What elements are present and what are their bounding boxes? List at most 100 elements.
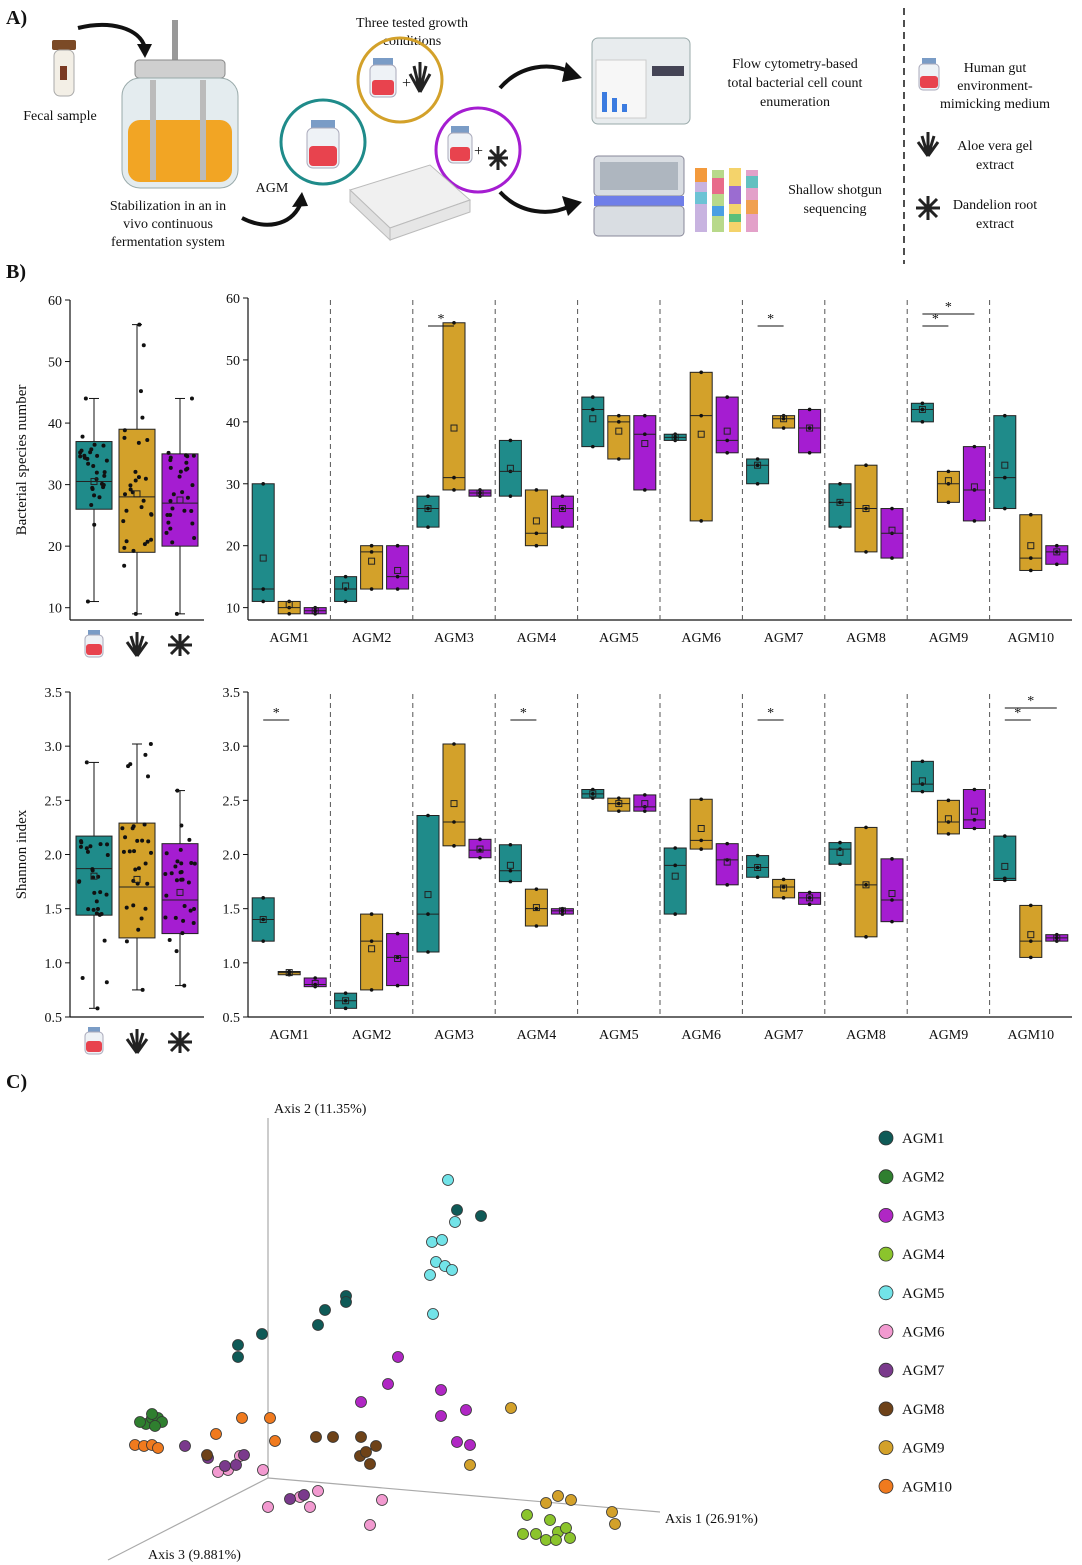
pcoa-point-agm1 bbox=[312, 1319, 324, 1331]
species-overall-data-point bbox=[182, 508, 187, 513]
shannon-overall-data-point bbox=[132, 849, 137, 854]
shannon-overall-mean-marker bbox=[176, 888, 184, 896]
shannon-overall-data-point bbox=[133, 867, 138, 872]
svg-text:+: + bbox=[402, 75, 411, 92]
shannon-overall-y-axis-title: Shannon index bbox=[14, 809, 30, 899]
shannon-agm-data-point bbox=[452, 820, 456, 824]
pcoa-point-agm4 bbox=[560, 1522, 572, 1534]
species-agm-range-bar bbox=[251, 483, 275, 602]
species-agm-mean-marker bbox=[285, 601, 293, 609]
shannon-overall-data-point bbox=[98, 890, 103, 895]
species-agm-data-point bbox=[560, 506, 565, 511]
shannon-overall-data-point bbox=[188, 908, 193, 913]
pcoa-point-agm4 bbox=[530, 1528, 542, 1540]
shannon-overall-data-point bbox=[140, 838, 145, 843]
species-agm-data-point bbox=[864, 506, 868, 511]
pcoa-point-agm5 bbox=[442, 1174, 454, 1186]
shannon-overall-data-point bbox=[167, 938, 172, 943]
species-agm-data-point bbox=[838, 500, 842, 505]
shannon-agm-range-bar bbox=[386, 933, 410, 987]
species-agm-data-point bbox=[1003, 475, 1007, 480]
species-overall-data-point bbox=[170, 506, 175, 511]
shannon-agm-data-point bbox=[946, 832, 951, 836]
shannon-overall-data-point bbox=[127, 849, 132, 854]
shannon-agm-mean-marker bbox=[862, 881, 870, 889]
shannon-agm-mean-marker bbox=[836, 848, 844, 856]
shannon-agm-data-point bbox=[920, 789, 925, 794]
species-agm-data-point bbox=[452, 475, 456, 480]
pcoa-point-agm3 bbox=[392, 1351, 404, 1363]
pcoa-point-agm1 bbox=[451, 1204, 463, 1216]
pcoa-point-agm6 bbox=[257, 1464, 269, 1476]
shannon-agm-range-bar bbox=[715, 843, 739, 886]
arrow-to-flow bbox=[498, 64, 571, 90]
shannon-agm-mean-marker bbox=[394, 955, 402, 962]
shannon-overall-data-point bbox=[145, 881, 150, 886]
shannon-agm-mean-marker bbox=[368, 945, 376, 953]
shannon-agm-data-point bbox=[617, 796, 621, 800]
species-agm-mean-marker bbox=[476, 489, 484, 497]
species-agm-data-point bbox=[864, 463, 868, 467]
species-overall-data-point bbox=[83, 396, 88, 401]
shannon-overall-data-point bbox=[91, 907, 96, 912]
shannon-overall-data-point bbox=[178, 870, 183, 875]
species-agm-mean-marker bbox=[754, 461, 762, 469]
pcoa-point-agm9 bbox=[565, 1494, 577, 1506]
shannon-agm-mean-marker bbox=[424, 891, 432, 899]
species-agm-mean-marker bbox=[558, 505, 566, 513]
shannon-agm-data-point bbox=[972, 787, 977, 792]
species-overall-data-point bbox=[124, 539, 129, 544]
species-agm-mean-marker bbox=[862, 505, 870, 513]
pcoa-point-agm9 bbox=[606, 1506, 618, 1518]
pcoa-point-agm7 bbox=[298, 1489, 310, 1501]
legend-medium-line-2: environment- bbox=[957, 79, 1033, 94]
pcoa-point-agm1 bbox=[340, 1296, 352, 1308]
pcoa-legend-label: AGM5 bbox=[902, 1286, 945, 1302]
species-agm-x-label: AGM5 bbox=[599, 631, 639, 646]
shannon-overall-data-point bbox=[163, 915, 168, 920]
shannon-agm-data-point bbox=[534, 906, 539, 911]
species-overall-data-point bbox=[123, 492, 128, 497]
species-overall-data-point bbox=[128, 483, 133, 488]
species-agm-data-point bbox=[395, 543, 400, 548]
species-overall-data-point bbox=[168, 512, 173, 517]
shannon-overall-data-point bbox=[178, 847, 183, 852]
species-agm-data-point bbox=[838, 481, 842, 486]
condition-aloe-circle: + bbox=[356, 36, 444, 124]
shannon-agm-data-point bbox=[534, 887, 539, 891]
pcoa-point-agm8 bbox=[310, 1431, 322, 1443]
shannon-agm-data-point bbox=[343, 998, 348, 1003]
shannon-overall-data-point bbox=[104, 980, 109, 985]
species-by-agm-chart: 10 20 30 40 50 60 AGM1 AGM2 AGM3 AGM4 AGM5 AGM6 AGM7… bbox=[226, 292, 1072, 646]
legend-dandelion-line-2: extract bbox=[976, 217, 1014, 232]
panel-a-label: A) bbox=[6, 7, 27, 29]
pcoa-legend-marker bbox=[878, 1285, 894, 1301]
species-agm-data-point bbox=[261, 599, 266, 604]
species-overall-data-point bbox=[133, 469, 138, 474]
pcoa-point-agm4 bbox=[540, 1534, 552, 1546]
shannon-agm-range-bar bbox=[828, 842, 852, 865]
shannon-overall-data-point bbox=[146, 774, 151, 779]
species-agm-x-label: AGM9 bbox=[929, 631, 969, 646]
shannon-overall-data-point bbox=[77, 879, 82, 884]
shannon-overall-data-point bbox=[140, 987, 145, 992]
shannon-agm-data-point bbox=[755, 853, 760, 858]
shannon-overall-data-point bbox=[174, 949, 179, 954]
shannon-overall-data-point bbox=[102, 938, 107, 943]
pcoa-legend-marker bbox=[878, 1130, 894, 1146]
species-agm-data-point bbox=[890, 506, 894, 511]
species-agm-y-tick-label: 20 bbox=[226, 540, 240, 555]
pcoa-point-agm8 bbox=[355, 1431, 367, 1443]
species-agm-data-point bbox=[699, 413, 703, 418]
stabilization-line-3: fermentation system bbox=[111, 235, 225, 250]
shannon-agm-mean-marker bbox=[754, 864, 762, 871]
species-overall-data-point bbox=[168, 465, 173, 470]
pcoa-legend-label: AGM9 bbox=[902, 1441, 945, 1457]
shannon-agm-data-point bbox=[452, 742, 456, 746]
species-agm-data-point bbox=[755, 463, 760, 467]
species-overall-mean-marker bbox=[90, 478, 98, 486]
shannon-agm-data-point bbox=[673, 863, 677, 868]
shannon-overall-data-point bbox=[148, 742, 153, 746]
shannon-agm-mean-marker bbox=[285, 969, 293, 977]
shannon-overall-data-point bbox=[78, 844, 83, 849]
